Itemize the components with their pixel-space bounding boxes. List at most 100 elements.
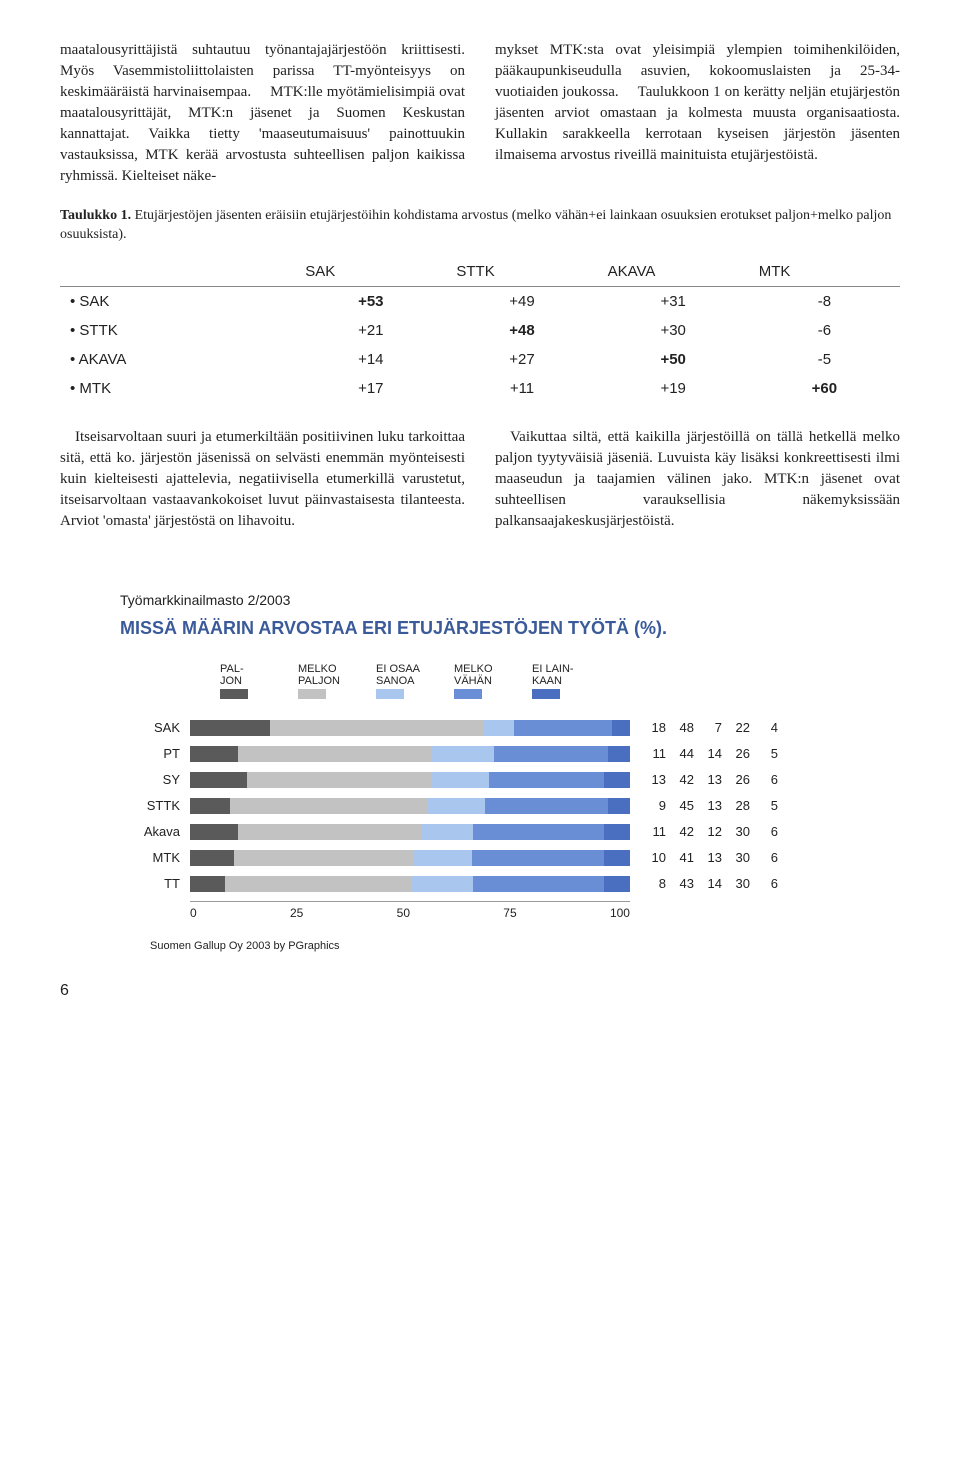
- legend-label: MELKOVÄHÄN: [454, 663, 493, 687]
- bar-values: 84314306: [630, 876, 778, 891]
- bar-segment: [473, 876, 604, 892]
- bar-row: STTK94513285: [120, 793, 840, 819]
- body-columns-2: Itseisarvoltaan suuri ja etumerkiltään p…: [60, 427, 900, 532]
- bar-row: TT84314306: [120, 871, 840, 897]
- x-tick: 50: [397, 906, 410, 920]
- bar-segment: [225, 876, 412, 892]
- bar-segment: [604, 876, 630, 892]
- table1-h1: SAK: [295, 257, 446, 287]
- intro-left: maatalousyrittäjistä suhtautuu työnantaj…: [60, 40, 465, 187]
- bar-segment: [238, 746, 432, 762]
- cell: +60: [749, 374, 900, 403]
- legend-swatch: [298, 689, 326, 699]
- bar-value: 28: [728, 798, 750, 813]
- row-label: • AKAVA: [60, 345, 295, 374]
- bar-value: 13: [700, 798, 722, 813]
- legend-item: MELKOVÄHÄN: [454, 663, 514, 699]
- legend-swatch: [532, 689, 560, 699]
- legend-item: PAL-JON: [220, 663, 280, 699]
- table-row: • STTK+21+48+30-6: [60, 316, 900, 345]
- bar-value: 30: [728, 876, 750, 891]
- legend-item: EI OSAASANOA: [376, 663, 436, 699]
- bar-row: MTK104113306: [120, 845, 840, 871]
- intro-columns: maatalousyrittäjistä suhtautuu työnantaj…: [60, 40, 900, 187]
- cell: +48: [446, 316, 597, 345]
- bar-segment: [494, 746, 608, 762]
- cell: +17: [295, 374, 446, 403]
- bar-segment: [190, 772, 247, 788]
- row-label: • MTK: [60, 374, 295, 403]
- bar-value: 11: [644, 746, 666, 761]
- legend-label: EI OSAASANOA: [376, 663, 420, 687]
- bar-value: 18: [644, 720, 666, 735]
- cell: +49: [446, 286, 597, 316]
- bar-segment: [612, 720, 630, 736]
- table1-h4: MTK: [749, 257, 900, 287]
- bar-value: 48: [672, 720, 694, 735]
- bar-value: 44: [672, 746, 694, 761]
- bar-value: 13: [644, 772, 666, 787]
- bar-value: 5: [756, 746, 778, 761]
- bar-value: 22: [728, 720, 750, 735]
- bar-segment: [473, 824, 604, 840]
- cell: -6: [749, 316, 900, 345]
- bar-value: 11: [644, 824, 666, 839]
- legend-swatch: [376, 689, 404, 699]
- legend-item: EI LAIN-KAAN: [532, 663, 592, 699]
- bar-row: SY134213266: [120, 767, 840, 793]
- bar-value: 6: [756, 876, 778, 891]
- bar-value: 42: [672, 772, 694, 787]
- bar: [190, 850, 630, 866]
- table1-caption-bold: Taulukko 1.: [60, 208, 131, 223]
- bar-segment: [190, 850, 234, 866]
- table-row: • SAK+53+49+31-8: [60, 286, 900, 316]
- bar-value: 8: [644, 876, 666, 891]
- bar-value: 30: [728, 824, 750, 839]
- bar-values: 18487224: [630, 720, 778, 735]
- bar-segment: [412, 876, 473, 892]
- bar-row-label: Akava: [120, 824, 190, 839]
- x-tick: 0: [190, 906, 197, 920]
- row-label: • STTK: [60, 316, 295, 345]
- bar-segment: [190, 720, 270, 736]
- bar-value: 6: [756, 850, 778, 865]
- bar-segment: [604, 772, 630, 788]
- chart-footnote: Suomen Gallup Oy 2003 by PGraphics: [150, 940, 840, 952]
- bar-segment: [230, 798, 428, 814]
- bar-segment: [270, 720, 483, 736]
- bar-segment: [604, 824, 630, 840]
- p2-left: Itseisarvoltaan suuri ja etumerkiltään p…: [60, 427, 465, 532]
- bar-row: Akava114212306: [120, 819, 840, 845]
- table1: SAK STTK AKAVA MTK • SAK+53+49+31-8• STT…: [60, 257, 900, 403]
- legend-swatch: [454, 689, 482, 699]
- x-tick: 75: [503, 906, 516, 920]
- bar-segment: [514, 720, 612, 736]
- bar-value: 14: [700, 746, 722, 761]
- bar-row-label: SAK: [120, 720, 190, 735]
- table1-h2: STTK: [446, 257, 597, 287]
- bar-value: 41: [672, 850, 694, 865]
- bar-row: PT114414265: [120, 741, 840, 767]
- bar-segment: [190, 876, 225, 892]
- legend-item: MELKOPALJON: [298, 663, 358, 699]
- cell: +27: [446, 345, 597, 374]
- chart: Työmarkkinailmasto 2/2003 MISSÄ MÄÄRIN A…: [120, 592, 840, 952]
- cell: +31: [598, 286, 749, 316]
- bar-value: 26: [728, 746, 750, 761]
- table1-h3: AKAVA: [598, 257, 749, 287]
- bar-value: 5: [756, 798, 778, 813]
- cell: -8: [749, 286, 900, 316]
- bar: [190, 772, 630, 788]
- bar-segment: [485, 798, 608, 814]
- bar-value: 10: [644, 850, 666, 865]
- bar-value: 13: [700, 772, 722, 787]
- bar-row: SAK18487224: [120, 715, 840, 741]
- bar-value: 43: [672, 876, 694, 891]
- bar-segment: [608, 798, 630, 814]
- cell: -5: [749, 345, 900, 374]
- bar-values: 11 44 14 26 5: [630, 746, 778, 761]
- cell: +11: [446, 374, 597, 403]
- bar-value: 6: [756, 772, 778, 787]
- cell: +30: [598, 316, 749, 345]
- bar: [190, 824, 630, 840]
